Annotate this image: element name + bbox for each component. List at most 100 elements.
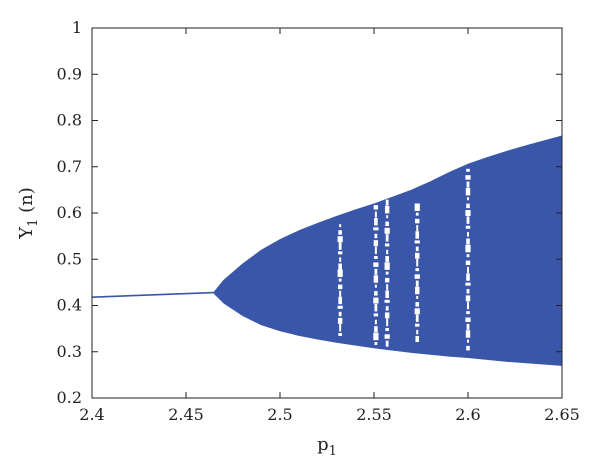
fixed-point-branch [91,291,215,298]
periodic-window-gap [415,231,420,239]
periodic-window-gap [374,291,378,296]
periodic-window-gap [415,218,420,224]
periodic-window-gap [467,197,469,201]
y-axis: 0.2 0.3 0.4 0.5 0.6 0.7 0.8 0.9 1 [57,18,562,407]
periodic-window-gap [373,227,379,231]
x-tick-label: 2.65 [544,405,580,424]
periodic-window-gap [415,323,420,327]
periodic-window-gap [384,277,390,283]
periodic-window-gap [339,257,342,262]
periodic-window-gap [466,289,470,294]
y-axis-title-main: Y [16,226,37,240]
periodic-window-gap [338,332,342,336]
periodic-window-gap [373,262,379,267]
x-tick-label: 2.4 [79,405,104,424]
y-tick-label: 0.5 [57,249,82,268]
periodic-window-gap [374,284,377,288]
x-tick-label: 2.55 [356,405,392,424]
periodic-window-gap [384,243,390,247]
periodic-window-gap [415,336,420,343]
plot-area [91,27,563,399]
periodic-window-gap [373,205,379,210]
periodic-window-gap [415,286,420,295]
periodic-window-gap [385,271,389,275]
periodic-window [465,168,471,351]
periodic-window-gap [339,290,342,297]
periodic-window-gap [414,203,420,211]
y-tick-label: 0.3 [57,342,82,361]
periodic-window-gap [466,323,470,330]
periodic-window-gap [467,301,469,310]
periodic-window-gap [374,211,377,218]
x-tick-label: 2.5 [267,405,292,424]
periodic-window-gap [385,290,389,299]
periodic-window-gap [466,203,470,209]
x-axis-title-main: p [317,434,329,455]
periodic-window-gap [415,302,420,307]
periodic-window-gap [414,308,420,315]
periodic-window-gap [466,345,470,351]
periodic-window-gap [373,297,379,304]
y-tick-label: 0.2 [57,388,82,407]
periodic-window-gap [384,334,390,339]
periodic-window-gap [414,240,420,244]
periodic-window-gap [337,317,343,324]
periodic-window-gap [465,244,471,253]
periodic-window-gap [466,181,470,188]
periodic-window-gap [338,242,342,250]
x-tick-label: 2.45 [168,405,204,424]
periodic-window [384,199,390,347]
periodic-window-gap [385,306,389,311]
periodic-window-gap [385,221,389,227]
periodic-window-gap [337,269,343,278]
periodic-window [373,205,379,346]
periodic-window-gap [467,232,469,237]
periodic-window-gap [338,263,342,270]
periodic-window [414,203,420,343]
periodic-window-gap [465,317,471,322]
y-tick-label: 0.4 [57,296,82,315]
periodic-window-gap [374,268,378,275]
x-axis-title: p1 [317,434,337,459]
periodic-window-gap [415,212,419,216]
periodic-window [337,224,343,336]
periodic-window-gap [465,295,471,302]
periodic-window-gap [384,262,390,270]
periodic-window-gap [338,278,342,282]
y-tick-label: 0.8 [57,111,82,130]
y-axis-title-suffix: (n) [16,187,37,218]
periodic-window-gap [465,175,471,180]
periodic-window-gap [337,284,343,290]
y-tick-label: 0.6 [57,203,82,222]
periodic-window-gap [465,210,471,216]
periodic-window-gap [465,225,471,229]
periodic-window-gap [465,260,471,266]
periodic-window-gap [416,295,419,299]
periodic-window-gap [416,258,419,267]
y-tick-label: 0.9 [57,64,82,83]
periodic-window-gap [338,311,342,317]
periodic-window-gap [338,230,342,235]
periodic-window-gap [374,246,377,255]
periodic-window-gap [385,199,389,206]
periodic-window-gap [374,233,378,239]
periodic-window-gap [467,266,469,273]
periodic-window-gap [466,254,470,258]
periodic-window-gap [373,275,379,283]
periodic-window-gap [466,238,470,245]
periodic-window-gap [465,330,471,338]
periodic-window-gap [385,256,389,263]
periodic-window-gap [415,246,419,252]
periodic-window-gap [385,340,389,347]
periodic-window-gap [386,284,389,291]
periodic-window-gap [466,216,470,224]
periodic-window-gap [374,303,378,312]
periodic-window-gap [373,240,379,247]
periodic-window-gap [374,326,378,333]
periodic-window-gap [385,328,389,332]
data-layer [91,135,563,366]
periodic-window-gap [384,299,390,303]
periodic-window-gap [467,339,469,343]
periodic-window-gap [337,236,343,243]
